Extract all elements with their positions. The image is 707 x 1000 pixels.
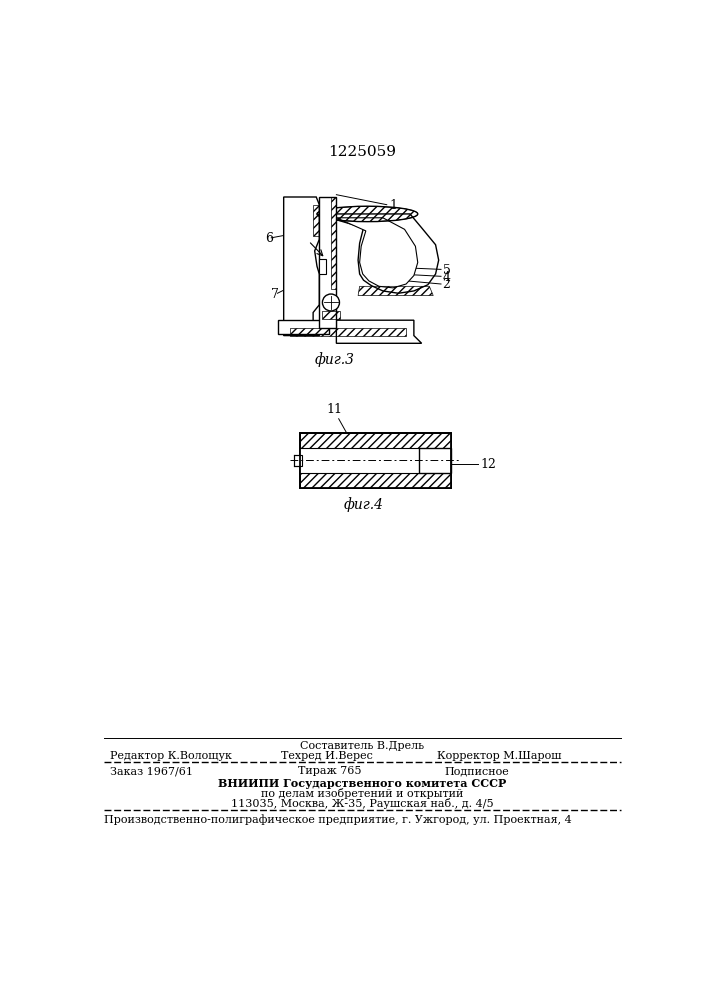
Text: Техред И.Верес: Техред И.Верес <box>281 751 373 761</box>
Text: 12: 12 <box>481 458 496 471</box>
Bar <box>300 433 451 448</box>
Bar <box>300 433 451 448</box>
Bar <box>320 197 337 328</box>
Text: 5: 5 <box>443 264 450 277</box>
Text: Производственно-полиграфическое предприятие, г. Ужгород, ул. Проектная, 4: Производственно-полиграфическое предприя… <box>104 814 572 825</box>
Polygon shape <box>337 218 418 288</box>
Polygon shape <box>337 320 421 343</box>
Bar <box>300 433 451 488</box>
Text: 2: 2 <box>443 278 450 291</box>
Polygon shape <box>317 214 438 293</box>
Text: фиг.3: фиг.3 <box>315 353 355 367</box>
Bar <box>300 433 451 488</box>
Circle shape <box>322 294 339 311</box>
Text: 1: 1 <box>389 199 397 212</box>
Text: Редактор К.Волощук: Редактор К.Волощук <box>110 751 232 761</box>
Text: Тираж 765: Тираж 765 <box>298 766 361 776</box>
Text: фиг.4: фиг.4 <box>344 497 383 512</box>
Text: 11: 11 <box>326 403 342 416</box>
Bar <box>419 448 451 473</box>
Text: 6: 6 <box>265 232 273 245</box>
Text: 1225059: 1225059 <box>328 145 396 159</box>
Text: по делам изобретений и открытий: по делам изобретений и открытий <box>261 788 463 799</box>
Polygon shape <box>320 259 325 274</box>
Text: Подписное: Подписное <box>445 766 510 776</box>
Bar <box>300 473 451 488</box>
Text: ВНИИПИ Государственного комитета СССР: ВНИИПИ Государственного комитета СССР <box>218 778 506 789</box>
Text: 113035, Москва, Ж-35, Раушская наб., д. 4/5: 113035, Москва, Ж-35, Раушская наб., д. … <box>230 798 493 809</box>
Text: Корректор М.Шарош: Корректор М.Шарош <box>437 751 561 761</box>
Bar <box>300 473 451 488</box>
Text: 7: 7 <box>271 288 279 301</box>
Polygon shape <box>284 197 320 336</box>
Bar <box>300 448 451 473</box>
Text: 4: 4 <box>443 271 450 284</box>
Bar <box>293 455 301 466</box>
Text: Заказ 1967/61: Заказ 1967/61 <box>110 766 193 776</box>
Polygon shape <box>279 320 329 334</box>
Text: Составитель В.Дрель: Составитель В.Дрель <box>300 741 424 751</box>
